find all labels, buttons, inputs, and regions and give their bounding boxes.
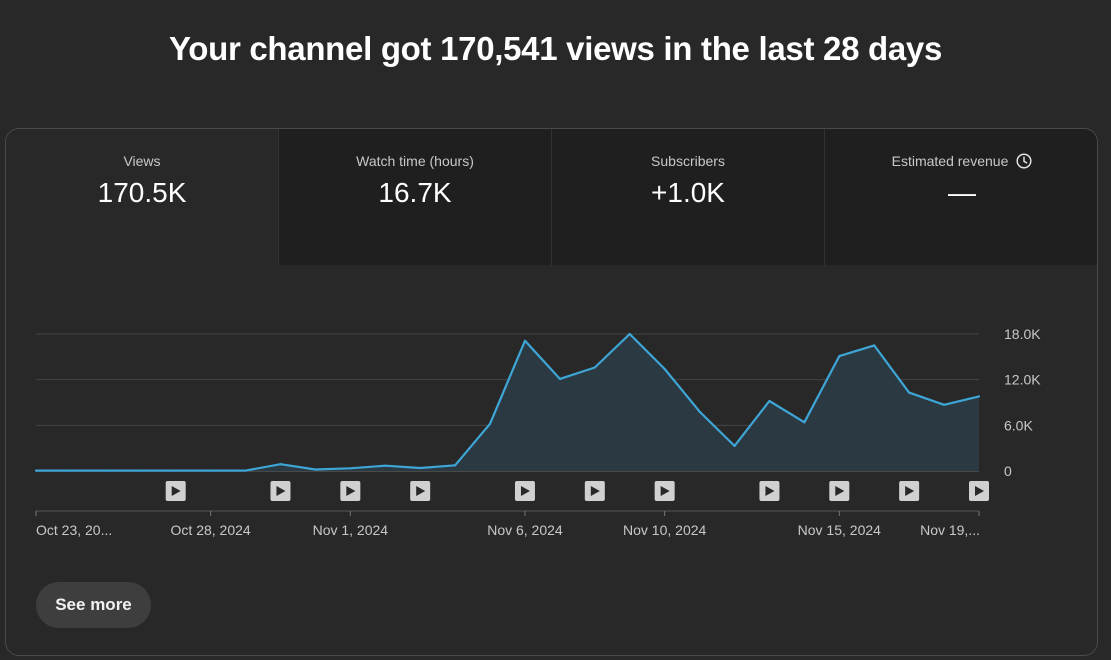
tab-views-value: 170.5K	[97, 177, 187, 208]
video-marker-icon[interactable]	[584, 481, 605, 501]
data-point	[139, 469, 142, 472]
metric-tabs: Views 170.5K Watch time (hours) 16.7K Su…	[6, 129, 1097, 265]
see-more-button[interactable]: See more	[36, 582, 151, 628]
tab-watch-time[interactable]: Watch time (hours) 16.7K	[279, 129, 552, 265]
tab-views[interactable]: Views 170.5K	[6, 129, 279, 265]
data-point	[69, 469, 73, 472]
video-marker-icon[interactable]	[410, 481, 431, 501]
data-point	[873, 344, 876, 347]
tab-estimated-revenue[interactable]: Estimated revenue —	[825, 129, 1097, 265]
x-tick-label: Nov 10, 2024	[623, 522, 706, 538]
tab-revenue-label: Estimated revenue	[891, 153, 1009, 169]
data-point	[663, 367, 666, 371]
video-marker-icon[interactable]	[759, 481, 780, 501]
tab-views-label: Views	[123, 153, 161, 169]
data-point	[733, 444, 736, 447]
data-point	[838, 354, 841, 358]
data-point	[558, 377, 561, 381]
y-tick-label: 18.0K	[1004, 326, 1041, 342]
data-point	[279, 463, 282, 466]
data-point	[977, 395, 981, 398]
x-tick-label: Oct 23, 20...	[36, 522, 112, 538]
x-tick-label: Oct 28, 2024	[171, 522, 251, 538]
data-point	[942, 403, 946, 406]
data-point	[209, 469, 212, 472]
views-chart: 0 6.0K 12.0K 18.0K Oct 23, 20... Oct 28, 2024…	[34, 326, 1041, 538]
video-marker-icon[interactable]	[270, 481, 291, 501]
video-marker-icon[interactable]	[654, 481, 675, 501]
tab-subscribers[interactable]: Subscribers +1.0K	[552, 129, 825, 265]
data-point	[419, 466, 422, 470]
y-tick-label: 6.0K	[1004, 417, 1033, 433]
data-point	[803, 421, 806, 424]
data-point	[384, 464, 387, 467]
data-point	[628, 332, 631, 336]
x-tick-label: Nov 6, 2024	[487, 522, 563, 538]
video-marker-icon[interactable]	[514, 481, 535, 501]
data-point	[174, 469, 177, 472]
data-point	[454, 464, 457, 467]
tab-revenue-value: —	[948, 177, 976, 208]
video-marker-icon[interactable]	[829, 481, 850, 501]
y-tick-label: 12.0K	[1004, 372, 1041, 388]
data-point	[908, 391, 911, 394]
tab-subscribers-label: Subscribers	[651, 153, 725, 169]
tab-watch-time-value: 16.7K	[378, 177, 452, 208]
analytics-card: Views 170.5K Watch time (hours) 16.7K Su…	[5, 128, 1098, 656]
data-point	[523, 339, 527, 342]
data-point	[768, 399, 771, 403]
tab-subscribers-value: +1.0K	[651, 177, 725, 208]
clock-icon[interactable]	[1016, 153, 1032, 172]
data-point	[104, 469, 107, 472]
data-point	[488, 422, 492, 425]
video-marker-icon[interactable]	[899, 481, 920, 501]
series-line	[36, 332, 980, 472]
x-tick-label: Nov 1, 2024	[313, 522, 389, 538]
data-point	[244, 469, 247, 472]
x-tick-label: Nov 19,...	[920, 522, 980, 538]
data-point	[593, 366, 596, 369]
series-area	[36, 334, 979, 471]
tab-watch-time-label: Watch time (hours)	[356, 153, 474, 169]
tab-revenue-label-row: Estimated revenue	[825, 153, 1097, 172]
data-point	[349, 467, 352, 470]
x-tick-label: Nov 15, 2024	[798, 522, 881, 538]
y-tick-label: 0	[1004, 463, 1012, 479]
video-marker-icon[interactable]	[340, 481, 361, 501]
page-headline: Your channel got 170,541 views in the la…	[168, 30, 943, 67]
video-marker-icon[interactable]	[969, 481, 989, 501]
data-point	[34, 469, 38, 472]
data-point	[314, 468, 317, 471]
video-marker-icon[interactable]	[165, 481, 186, 501]
data-point	[698, 410, 701, 413]
